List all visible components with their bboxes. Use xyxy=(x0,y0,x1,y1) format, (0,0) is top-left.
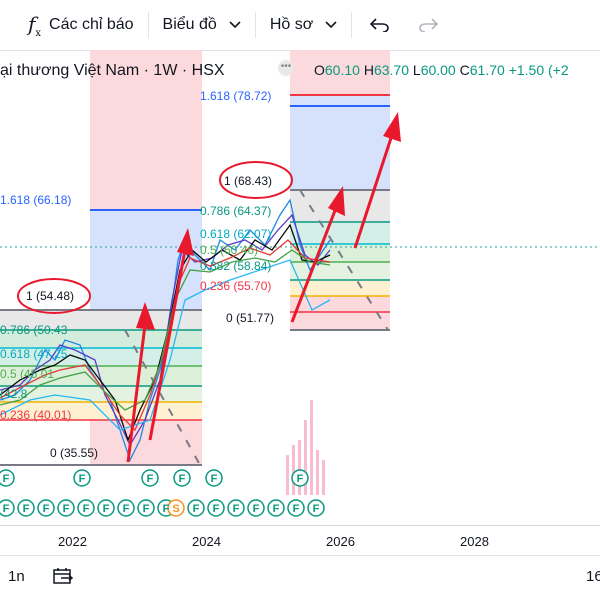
more-icon[interactable]: ••• xyxy=(278,60,294,76)
fib-left-382: (42.8 xyxy=(0,387,28,401)
svg-text:F: F xyxy=(179,473,186,485)
price-series xyxy=(0,198,331,462)
open-value: 60.10 xyxy=(324,62,360,78)
bottom-right-number: 16 xyxy=(586,568,600,585)
svg-text:F: F xyxy=(3,473,10,485)
fib-right-1618: 1.618 (78.72) xyxy=(200,89,271,103)
svg-text:F: F xyxy=(79,473,86,485)
fib-zone-red-left xyxy=(90,50,202,210)
svg-text:F: F xyxy=(43,503,50,515)
change-percent: (+2 xyxy=(548,62,569,78)
fib-zone-blue-left xyxy=(90,210,202,310)
chevron-down-icon xyxy=(325,21,337,29)
tick-2028: 2028 xyxy=(460,534,489,549)
fib-right-618: 0.618 (62.07) xyxy=(200,227,271,241)
top-toolbar: fx Các chỉ báo Biểu đồ Hồ sơ xyxy=(0,0,600,51)
fib-right-5: 0.5 (60.46) xyxy=(200,243,258,257)
redo-button[interactable] xyxy=(404,7,452,43)
svg-text:F: F xyxy=(143,503,150,515)
function-icon: fx xyxy=(28,11,42,39)
close-value: 61.70 xyxy=(469,62,505,78)
low-key: L xyxy=(412,62,421,78)
fib-right-0: 0 (51.77) xyxy=(226,311,274,325)
high-key: H xyxy=(363,62,374,78)
svg-text:F: F xyxy=(147,473,154,485)
svg-text:F: F xyxy=(63,503,70,515)
svg-text:F: F xyxy=(293,503,300,515)
svg-text:S: S xyxy=(172,503,179,515)
svg-text:F: F xyxy=(83,503,90,515)
high-value: 63.70 xyxy=(373,62,409,78)
fib-left-1618: 1.618 (66.18) xyxy=(0,193,71,207)
low-value: 60.00 xyxy=(420,62,456,78)
svg-text:F: F xyxy=(123,503,130,515)
undo-button[interactable] xyxy=(356,7,404,43)
chart-type-label: Biểu đồ xyxy=(162,16,217,33)
fib-zone-blue-right xyxy=(290,95,390,190)
svg-text:F: F xyxy=(213,503,220,515)
indicators-button[interactable]: fx Các chỉ báo xyxy=(18,7,144,43)
fib-left-5: 0.5 (45.01 xyxy=(0,367,54,381)
undo-icon xyxy=(370,18,389,32)
fib-left-618: 0.618 (47.25 xyxy=(0,347,68,361)
fib-left-1: 1 (54.48) xyxy=(26,289,74,303)
tick-2026: 2026 xyxy=(326,534,355,549)
event-markers[interactable]: F F F F F F F F F F F F F F F F F F F F F F S xyxy=(0,469,325,517)
svg-text:F: F xyxy=(233,503,240,515)
profile-button[interactable]: Hồ sơ xyxy=(260,7,347,43)
svg-text:F: F xyxy=(23,503,30,515)
ohlc-values: O60.10 H63.70 L60.00 C61.70 +1.50 (+2 xyxy=(314,62,569,78)
svg-text:F: F xyxy=(103,503,110,515)
fib-left-786: 0.786 (50.43 xyxy=(0,323,68,337)
tick-2022: 2022 xyxy=(58,534,87,549)
fib-zone-red-left-bottom xyxy=(90,420,202,465)
calendar-range-icon xyxy=(53,568,74,584)
fib-right-236: 0.236 (55.70) xyxy=(200,279,271,293)
symbol-title[interactable]: ại thương Việt Nam · 1W · HSX xyxy=(0,62,225,79)
svg-text:F: F xyxy=(313,503,320,515)
interval-button[interactable]: 1n xyxy=(8,568,25,585)
svg-text:F: F xyxy=(3,503,10,515)
redo-icon xyxy=(419,18,439,32)
close-key: C xyxy=(459,62,470,78)
annotation-circle-right xyxy=(219,161,293,199)
open-key: O xyxy=(314,62,325,78)
change-value: +1.50 xyxy=(508,62,545,78)
fib-right-1: 1 (68.43) xyxy=(224,174,272,188)
profile-label: Hồ sơ xyxy=(269,16,314,33)
annotation-circle-left xyxy=(17,278,91,314)
price-chart[interactable]: 1.618 (66.18) 1 (54.48) 0.786 (50.43 0.6… xyxy=(0,50,600,525)
volume-bars xyxy=(286,400,325,495)
toolbar-divider xyxy=(351,12,353,38)
toolbar-divider xyxy=(254,12,256,38)
indicators-label: Các chỉ báo xyxy=(49,16,134,33)
fib-left-236: 0.236 (40.01) xyxy=(0,408,71,422)
toolbar-divider xyxy=(147,12,149,38)
fib-right-786: 0.786 (64.37) xyxy=(200,204,271,218)
svg-text:F: F xyxy=(297,473,304,485)
time-axis[interactable]: 2022 2024 2026 2028 xyxy=(0,525,600,556)
chart-type-button[interactable]: Biểu đồ xyxy=(153,7,251,43)
svg-text:F: F xyxy=(163,503,170,515)
bottom-toolbar: 1n 16 xyxy=(0,555,600,601)
svg-text:F: F xyxy=(253,503,260,515)
chevron-down-icon xyxy=(229,21,241,29)
fib-zone-red-right xyxy=(290,50,390,95)
svg-text:F: F xyxy=(193,503,200,515)
fib-trend-line-left xyxy=(124,329,201,466)
fib-left-0: 0 (35.55) xyxy=(50,446,98,460)
symbol-legend: ại thương Việt Nam · 1W · HSX ••• O60.10… xyxy=(0,58,600,86)
annotation-arrows xyxy=(126,112,401,463)
goto-date-button[interactable] xyxy=(52,566,74,590)
fib-right-382: 0.382 (58.84) xyxy=(200,259,271,273)
svg-text:F: F xyxy=(211,473,218,485)
svg-text:F: F xyxy=(273,503,280,515)
tick-2024: 2024 xyxy=(192,534,221,549)
